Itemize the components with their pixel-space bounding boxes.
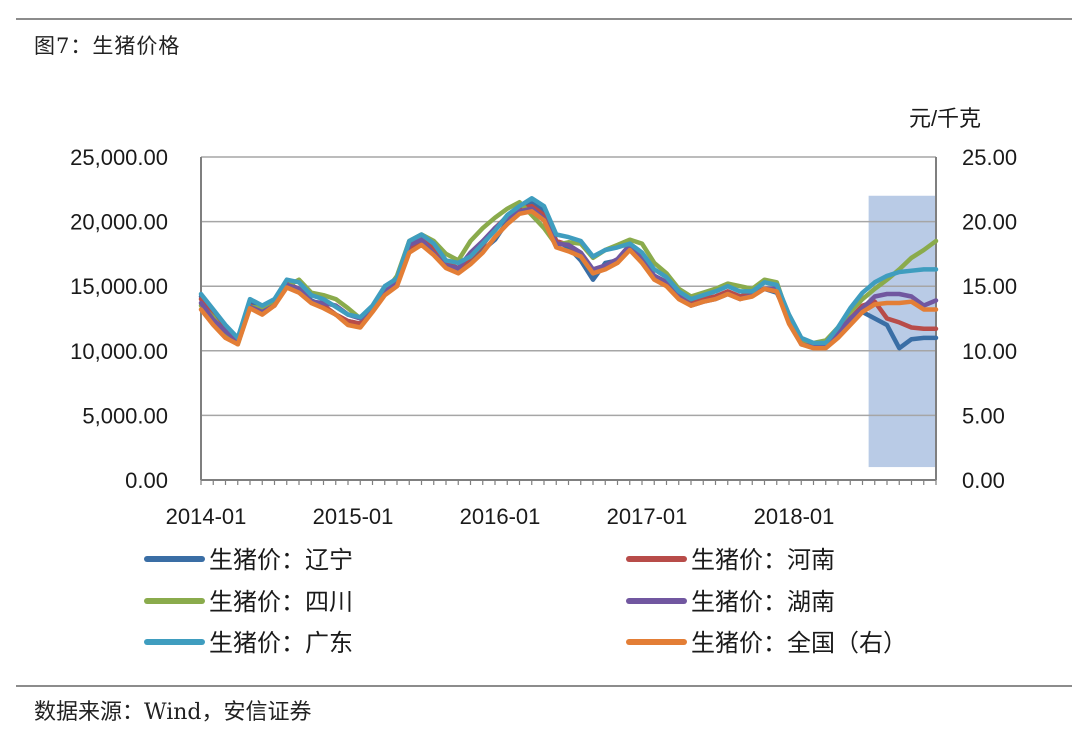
legend-label: 生猪价：湖南	[691, 588, 835, 616]
left-tick-label: 5,000.00	[82, 403, 168, 428]
legend-label: 生猪价：广东	[209, 629, 353, 657]
right-tick-label: 5.00	[962, 403, 1005, 428]
x-tick-label: 2015-01	[313, 504, 394, 529]
axes	[200, 157, 937, 485]
left-tick-label: 20,000.00	[70, 210, 168, 235]
source-note: 数据来源：Wind，安信证券	[34, 700, 312, 725]
legend-label: 生猪价：全国（右）	[691, 629, 907, 657]
x-tick-label: 2016-01	[460, 504, 541, 529]
left-tick-label: 15,000.00	[70, 274, 168, 299]
series-line-6	[198, 209, 939, 351]
figure-title: 图7：生猪价格	[34, 34, 181, 58]
x-tick-label: 2017-01	[607, 504, 688, 529]
series-line-2	[198, 203, 939, 350]
bottom-rule	[16, 685, 1072, 687]
top-rule	[16, 18, 1072, 20]
x-axis-ticks: 2014-01 2015-01 2016-01 2017-01 2018-01	[166, 504, 835, 529]
left-axis-ticks: 25,000.00 20,000.00 15,000.00 10,000.00 5,00…	[70, 145, 168, 493]
left-tick-label: 10,000.00	[70, 339, 168, 364]
right-tick-label: 20.00	[962, 210, 1017, 235]
legend-label: 生猪价：四川	[209, 588, 353, 616]
left-tick-label: 0.00	[125, 468, 168, 493]
series-line-3	[198, 199, 939, 347]
right-tick-label: 15.00	[962, 274, 1017, 299]
series-lines	[198, 196, 939, 351]
x-tick-label: 2018-01	[754, 504, 835, 529]
left-tick-label: 25,000.00	[70, 145, 168, 170]
series-line-4	[198, 206, 939, 350]
legend-label: 生猪价：辽宁	[209, 546, 353, 574]
right-axis-ticks: 25.00 20.00 15.00 10.00 5.00 0.00	[962, 145, 1017, 493]
right-axis-unit: 元/千克	[909, 106, 981, 131]
x-tick-label: 2014-01	[166, 504, 247, 529]
series-line-1	[198, 199, 939, 351]
right-tick-label: 25.00	[962, 145, 1017, 170]
right-tick-label: 0.00	[962, 468, 1005, 493]
legend-label: 生猪价：河南	[691, 546, 835, 574]
grid-lines	[201, 156, 936, 417]
right-tick-label: 10.00	[962, 339, 1017, 364]
highlight-region	[868, 195, 936, 468]
series-line-5	[198, 196, 939, 346]
